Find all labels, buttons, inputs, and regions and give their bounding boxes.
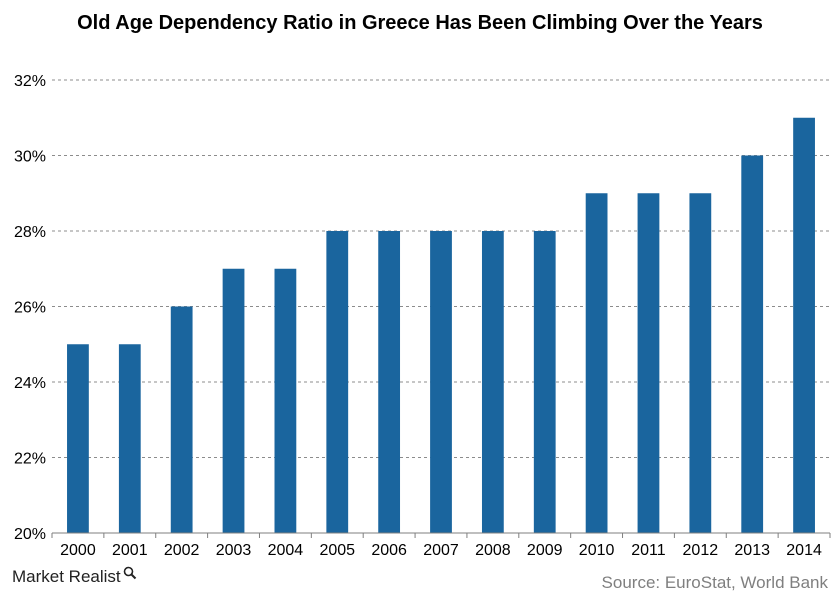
brand-name: Market Realist — [12, 567, 121, 586]
x-tick-label: 2009 — [527, 542, 563, 559]
axes — [51, 532, 831, 538]
bars — [67, 117, 815, 533]
y-tick-label: 28% — [14, 224, 46, 241]
x-tick-label: 2012 — [683, 542, 719, 559]
bar-2012 — [689, 193, 712, 533]
x-tick-label: 2014 — [786, 542, 822, 559]
bar-2014 — [793, 117, 815, 533]
y-tick-labels: 20% 22% 24% 26% 28% 30% 32% — [14, 73, 46, 543]
bar-2010 — [585, 193, 608, 533]
x-tick-label: 2008 — [475, 542, 511, 559]
bar-2013 — [741, 155, 764, 533]
chart-title: Old Age Dependency Ratio in Greece Has B… — [77, 12, 763, 34]
bar-2009 — [533, 231, 556, 533]
x-tick-label: 2002 — [164, 542, 200, 559]
x-tick-label: 2003 — [216, 542, 252, 559]
bar-2005 — [326, 231, 349, 533]
y-tick-label: 26% — [14, 300, 46, 317]
bar-2002 — [170, 306, 193, 533]
bar-2000 — [67, 344, 89, 533]
source-note: Source: EuroStat, World Bank — [601, 573, 828, 592]
x-tick-label: 2001 — [112, 542, 148, 559]
market-realist-logo: Market Realist — [12, 566, 137, 587]
x-tick-label: 2000 — [60, 542, 96, 559]
x-tick-label: 2005 — [319, 542, 355, 559]
y-tick-label: 24% — [14, 375, 46, 392]
bar-2003 — [222, 268, 245, 533]
x-tick-label: 2007 — [423, 542, 459, 559]
y-tick-label: 30% — [14, 149, 46, 166]
y-tick-label: 20% — [14, 526, 46, 543]
bar-2001 — [118, 344, 141, 533]
bar-2011 — [637, 193, 660, 533]
bar-2006 — [378, 231, 401, 533]
bar-2004 — [274, 268, 297, 533]
x-tick-label: 2004 — [268, 542, 304, 559]
magnifier-icon — [123, 566, 136, 580]
bar-2008 — [481, 231, 504, 533]
x-tick-label: 2011 — [631, 542, 666, 559]
x-tick-label: 2006 — [371, 542, 407, 559]
x-tick-labels: 2000 2001 2002 2003 2004 2005 2006 2007 2008 2009… — [60, 542, 822, 559]
x-tick-label: 2010 — [579, 542, 615, 559]
y-tick-label: 32% — [14, 73, 46, 90]
bar-2007 — [430, 231, 452, 533]
y-tick-label: 22% — [14, 451, 46, 468]
x-tick-label: 2013 — [734, 542, 770, 559]
